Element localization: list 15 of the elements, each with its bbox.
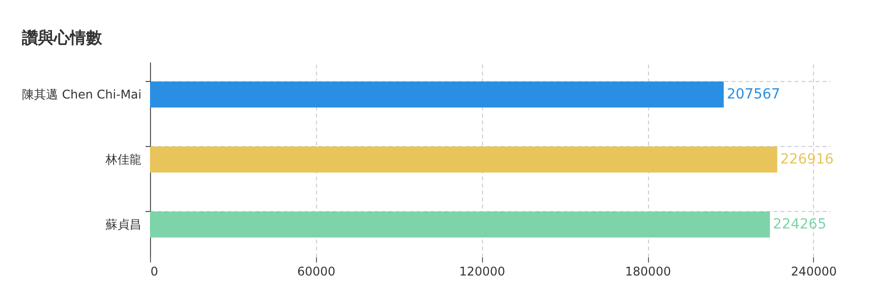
data-label: 224265	[772, 216, 826, 232]
bar	[150, 82, 724, 108]
data-label: 226916	[780, 152, 834, 168]
bar	[150, 146, 778, 172]
x-tick-label: 60000	[297, 264, 336, 278]
y-tick-label: 林佳龍	[104, 152, 142, 166]
y-tick-label: 蘇貞昌	[106, 218, 142, 232]
x-tick-label: 0	[150, 264, 158, 278]
bar	[150, 212, 770, 238]
data-label: 207567	[726, 86, 780, 102]
chart-title: 讚與心情數	[21, 28, 103, 47]
y-tick-label: 陳其邁 Chen Chi-Mai	[22, 88, 142, 102]
x-tick-label: 120000	[459, 264, 506, 278]
x-tick-label: 180000	[625, 264, 671, 278]
x-tick-label: 240000	[791, 264, 837, 278]
